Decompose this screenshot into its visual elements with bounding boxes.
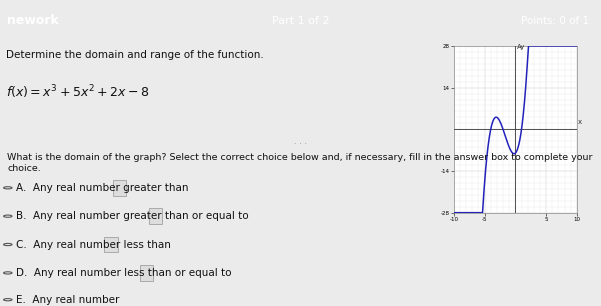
Text: Part 1 of 2: Part 1 of 2 [272, 16, 329, 26]
Text: Determine the domain and range of the function.: Determine the domain and range of the fu… [7, 50, 264, 60]
Text: C.  Any real number less than: C. Any real number less than [16, 240, 171, 249]
Text: A.  Any real number greater than: A. Any real number greater than [16, 183, 189, 193]
FancyBboxPatch shape [113, 180, 126, 196]
Text: E.  Any real number: E. Any real number [16, 295, 120, 305]
FancyBboxPatch shape [105, 237, 118, 252]
Text: B.  Any real number greater than or equal to: B. Any real number greater than or equal… [16, 211, 249, 221]
Text: $f(x) = x^3 + 5x^2 + 2x - 8$: $f(x) = x^3 + 5x^2 + 2x - 8$ [7, 84, 150, 101]
Text: What is the domain of the graph? Select the correct choice below and, if necessa: What is the domain of the graph? Select … [7, 153, 593, 173]
FancyBboxPatch shape [149, 208, 162, 224]
FancyBboxPatch shape [140, 265, 153, 281]
Text: . . .: . . . [294, 137, 307, 146]
Text: x: x [578, 119, 582, 125]
Text: nework: nework [7, 14, 59, 27]
Text: D.  Any real number less than or equal to: D. Any real number less than or equal to [16, 268, 232, 278]
Text: Ay: Ay [517, 44, 526, 50]
Text: Points: 0 of 1: Points: 0 of 1 [521, 16, 589, 26]
